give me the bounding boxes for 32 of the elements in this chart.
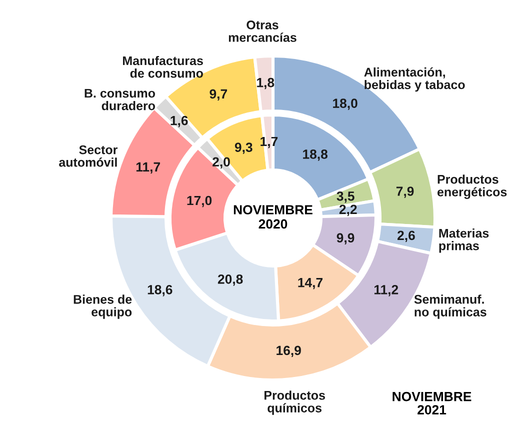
data-label: 16,9 — [276, 346, 301, 358]
slice-label: Otras mercancías — [228, 20, 296, 42]
data-label: 20,8 — [218, 274, 243, 286]
slice-label: Semimanuf. no químicas — [414, 294, 486, 319]
slice-label: Manufacturas de consumo — [123, 56, 203, 78]
data-label: 9,9 — [336, 233, 354, 244]
data-label: 2,6 — [398, 230, 415, 242]
slice-label: NOVIEMBRE 2021 — [392, 392, 472, 414]
data-label: 14,7 — [298, 278, 322, 290]
slice-label: NOVIEMBRE 2020 — [234, 205, 312, 229]
data-label: 2,0 — [212, 157, 230, 168]
slice-label: B. consumo duradero — [84, 88, 156, 110]
slice-label: Bienes de equipo — [74, 294, 132, 319]
data-label: 18,6 — [148, 284, 172, 296]
slice-label: Alimentación, bebidas y tabaco — [364, 67, 465, 92]
data-label: 11,7 — [136, 162, 160, 174]
slice-label: Productos químicos — [264, 390, 325, 415]
data-label: 1,6 — [170, 116, 188, 128]
data-label: 11,2 — [374, 284, 398, 296]
slice-label: Sector automóvil — [59, 145, 118, 167]
data-label: 3,5 — [336, 191, 354, 203]
slice-label: Productos energéticos — [437, 174, 507, 199]
data-label: 17,0 — [187, 196, 212, 208]
slice-label: Materias primas — [439, 228, 489, 253]
data-label: 18,0 — [333, 98, 358, 110]
data-label: 7,9 — [396, 186, 414, 198]
data-label: 18,8 — [303, 150, 328, 161]
data-label: 9,7 — [210, 89, 228, 101]
data-label: 9,3 — [234, 142, 252, 154]
data-label: 1,7 — [260, 136, 278, 148]
data-label: 2,2 — [339, 204, 357, 216]
data-label: 1,8 — [257, 78, 274, 90]
